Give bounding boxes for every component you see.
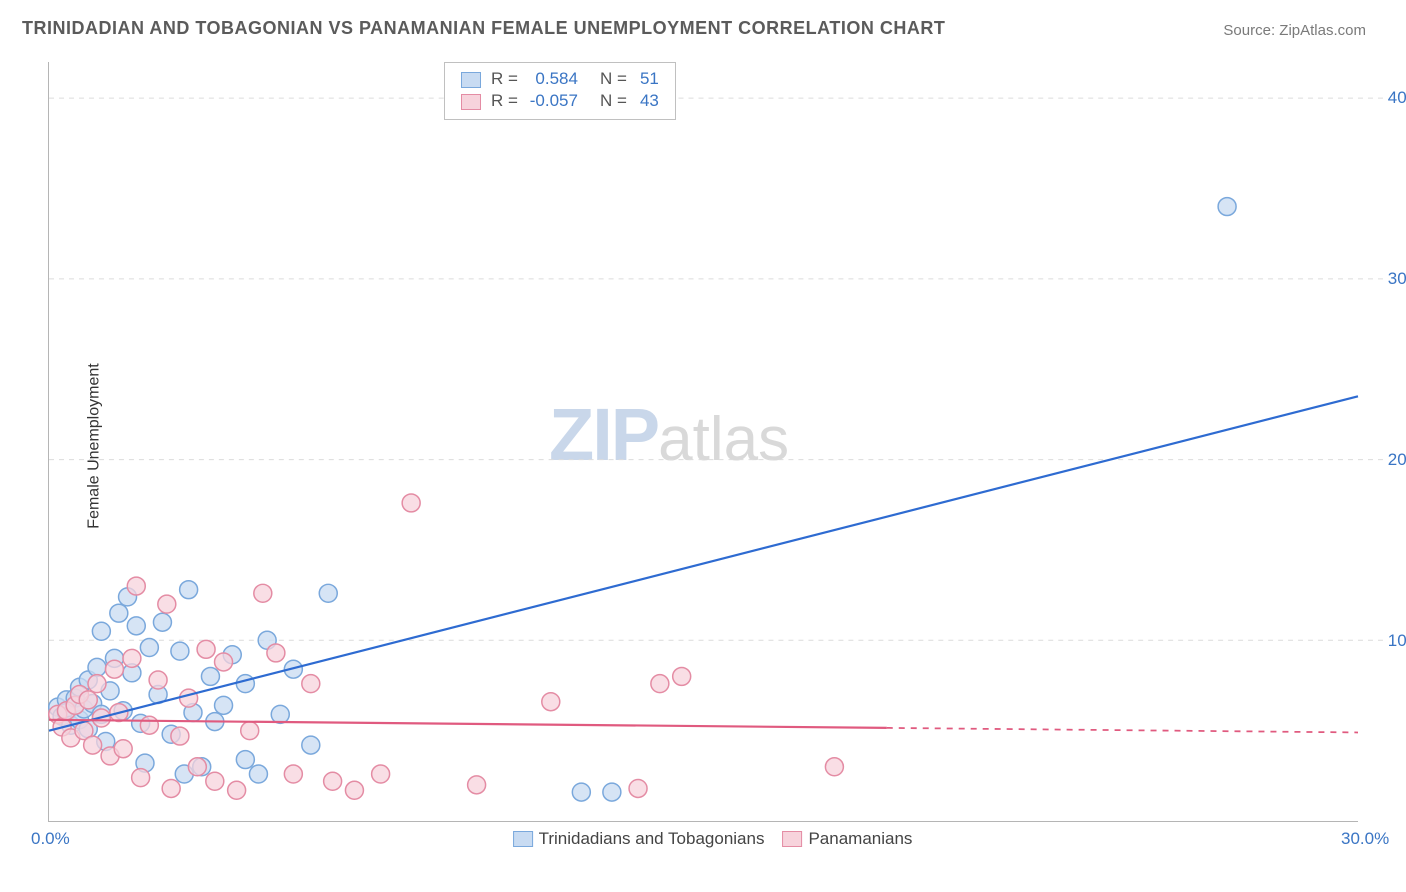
- trinidad-point: [236, 751, 254, 769]
- panama-point: [132, 769, 150, 787]
- panama-point: [402, 494, 420, 512]
- source-attribution: Source: ZipAtlas.com: [1223, 22, 1366, 39]
- panama-point: [468, 776, 486, 794]
- trinidad-point: [180, 581, 198, 599]
- panama-point: [188, 758, 206, 776]
- panama-point: [180, 689, 198, 707]
- y-tick-label: 10.0%: [1388, 631, 1406, 651]
- x-tick-label: 30.0%: [1341, 829, 1389, 849]
- plot-area: ZIPatlas R =0.584N =51R =-0.057N =43 10.…: [48, 62, 1358, 822]
- panama-point: [158, 595, 176, 613]
- stats-row-panama: R =-0.057N =43: [457, 91, 663, 111]
- chart-container: TRINIDADIAN AND TOBAGONIAN VS PANAMANIAN…: [0, 0, 1406, 892]
- y-tick-label: 20.0%: [1388, 450, 1406, 470]
- trinidad-point: [236, 675, 254, 693]
- panama-point: [79, 691, 97, 709]
- bottom-legend: Trinidadians and Tobagonians Panamanians: [495, 829, 913, 849]
- trinidad-point: [271, 705, 289, 723]
- stats-legend-box: R =0.584N =51R =-0.057N =43: [444, 62, 676, 120]
- panama-point: [228, 781, 246, 799]
- trinidad-point: [201, 667, 219, 685]
- trinidad-point: [603, 783, 621, 801]
- legend-label-trinidad: Trinidadians and Tobagonians: [539, 829, 765, 848]
- panama-point: [140, 716, 158, 734]
- panama-point: [206, 772, 224, 790]
- source-label: Source:: [1223, 22, 1279, 39]
- panama-point: [197, 640, 215, 658]
- panama-point: [542, 693, 560, 711]
- panama-point: [254, 584, 272, 602]
- trinidad-point: [319, 584, 337, 602]
- trinidad-point: [127, 617, 145, 635]
- y-tick-label: 30.0%: [1388, 269, 1406, 289]
- panama-point: [284, 765, 302, 783]
- panama-point: [302, 675, 320, 693]
- panama-point: [127, 577, 145, 595]
- trinidad-point: [153, 613, 171, 631]
- trinidad-point: [1218, 198, 1236, 216]
- panama-point: [345, 781, 363, 799]
- panama-point: [114, 740, 132, 758]
- panama-point: [629, 779, 647, 797]
- y-tick-label: 40.0%: [1388, 88, 1406, 108]
- panama-point: [241, 722, 259, 740]
- chart-title: TRINIDADIAN AND TOBAGONIAN VS PANAMANIAN…: [22, 18, 945, 39]
- legend-label-panama: Panamanians: [808, 829, 912, 848]
- panama-point: [88, 675, 106, 693]
- source-link[interactable]: ZipAtlas.com: [1279, 22, 1366, 39]
- panama-point: [162, 779, 180, 797]
- panama-point: [215, 653, 233, 671]
- panama-point: [372, 765, 390, 783]
- x-tick-label: 0.0%: [31, 829, 70, 849]
- trinidad-point: [171, 642, 189, 660]
- trinidad-point: [302, 736, 320, 754]
- trinidad-point: [140, 639, 158, 657]
- panama-point: [825, 758, 843, 776]
- panama-point: [171, 727, 189, 745]
- panama-point: [673, 667, 691, 685]
- panama-point: [123, 649, 141, 667]
- legend-swatch-panama: [782, 831, 802, 847]
- trinidad-point: [88, 658, 106, 676]
- legend-swatch-trinidad: [513, 831, 533, 847]
- trinidad-point: [92, 622, 110, 640]
- trinidad-point: [572, 783, 590, 801]
- panama-point: [149, 671, 167, 689]
- plot-svg: [49, 62, 1358, 821]
- panama-point: [267, 644, 285, 662]
- trinidad-point: [215, 696, 233, 714]
- trinidad-point: [110, 604, 128, 622]
- trinidad-point: [249, 765, 267, 783]
- panama-point: [84, 736, 102, 754]
- panama-point: [651, 675, 669, 693]
- panama-point: [105, 660, 123, 678]
- stats-row-trinidad: R =0.584N =51: [457, 69, 663, 89]
- panama-point: [324, 772, 342, 790]
